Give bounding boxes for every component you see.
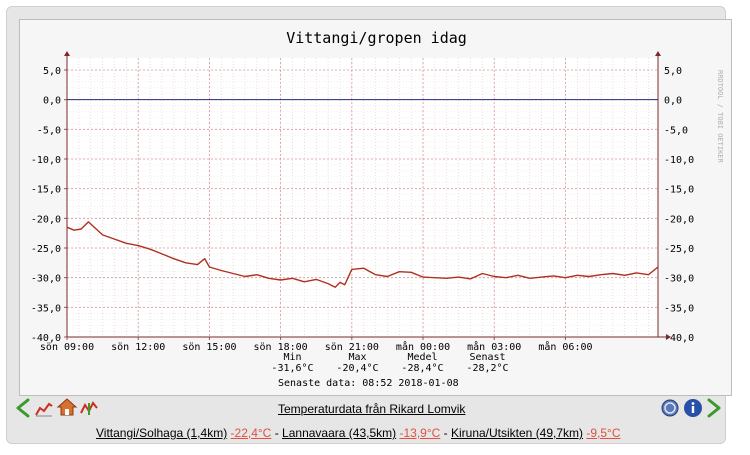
stat-value-last: -28,2°C (466, 363, 509, 374)
stat-value-min: -31,6°C (271, 363, 314, 374)
station-temp-kiruna[interactable]: -9,5°C (586, 426, 621, 440)
y-tick-label-left: -10,0 (31, 155, 61, 166)
y-tick-label-left: -20,0 (31, 214, 61, 225)
y-tick-label-left: -40,0 (31, 333, 61, 344)
info-icon[interactable] (683, 398, 703, 418)
x-tick-label: sön 15:00 (182, 342, 236, 353)
y-tick-label-left: -30,0 (31, 274, 61, 285)
x-tick-label: sön 12:00 (111, 342, 165, 353)
nearby-stations: Vittangi/Solhaga (1,4km) -22,4°C - Lanna… (96, 426, 621, 440)
rrdtool-credit: RRDTOOL / TOBI OETIKER (716, 70, 724, 163)
stats-block: Min Max Medel Senast -31,6°C -20,4°C -28… (260, 352, 520, 374)
y-axis-right-arrow (655, 51, 661, 56)
y-tick-label-right: -25,0 (664, 244, 694, 255)
station-temp-lannavaara[interactable]: -13,9°C (399, 426, 441, 440)
stats-headers: Min Max Medel Senast (260, 352, 520, 363)
x-tick-label: sön 18:00 (254, 342, 308, 353)
y-tick-label-right: 5,0 (664, 66, 682, 77)
y-tick-label-right: 0,0 (664, 96, 682, 107)
y-tick-label-left: 0,0 (43, 96, 61, 107)
station-link-kiruna[interactable]: Kiruna/Utsikten (49,7km) (450, 426, 584, 440)
x-tick-label: sön 09:00 (40, 342, 94, 353)
stat-header-min: Min (283, 352, 302, 363)
chart-title: Vittangi/gropen idag (286, 29, 467, 47)
home-icon[interactable] (56, 397, 78, 417)
y-tick-label-left: -25,0 (31, 244, 61, 255)
line-graph-icon[interactable] (34, 400, 54, 418)
plot-area (67, 58, 658, 337)
station-temp-solhaga[interactable]: -22,4°C (230, 426, 272, 440)
x-tick-label: mån 03:00 (467, 340, 521, 353)
x-tick-label: mån 00:00 (396, 340, 450, 353)
tree-icon[interactable] (79, 399, 99, 417)
y-tick-label-right: -15,0 (664, 185, 694, 196)
y-tick-label-left: -35,0 (31, 303, 61, 314)
stat-value-mean: -28,4°C (401, 363, 444, 374)
temperature-graph: 5,0 5,0 0,0 0,0 -5,0 -5,0 -10,0 -10,0 -15,0 -15,0… (19, 19, 732, 396)
y-axis-left-arrow (64, 51, 70, 56)
temperature-series-line (66, 221, 659, 288)
stats-values: -31,6°C -20,4°C -28,4°C -28,2°C (260, 363, 520, 374)
y-tick-label-right: -5,0 (664, 125, 688, 136)
x-axis-arrow (666, 334, 671, 340)
stat-header-max: Max (348, 352, 367, 363)
data-source-link[interactable]: Temperaturdata från Rikard Lomvik (278, 402, 466, 416)
widget-frame: 5,0 5,0 0,0 0,0 -5,0 -5,0 -10,0 -10,0 -15,0 -15,0… (6, 6, 732, 444)
x-tick-label: sön 21:00 (325, 342, 379, 353)
separator: - (443, 426, 451, 440)
y-tick-label-right: -20,0 (664, 214, 694, 225)
y-tick-label-right: -10,0 (664, 155, 694, 166)
y-tick-label-left: -15,0 (31, 185, 61, 196)
stat-header-last: Senast (469, 352, 506, 363)
station-link-solhaga[interactable]: Vittangi/Solhaga (1,4km) (96, 426, 228, 440)
y-tick-label-right: -40,0 (664, 333, 694, 344)
separator: - (274, 426, 283, 440)
station-link-lannavaara[interactable]: Lannavaara (43,5km) (282, 426, 397, 440)
chart-svg: 5,0 5,0 0,0 0,0 -5,0 -5,0 -10,0 -10,0 -15,0 -15,0… (31, 51, 694, 353)
last-data-text: Senaste data: 08:52 2018-01-08 (278, 378, 459, 389)
stat-value-max: -20,4°C (336, 363, 379, 374)
y-tick-label-left: 5,0 (43, 66, 61, 77)
y-tick-label-left: -5,0 (37, 125, 61, 136)
y-tick-label-right: -30,0 (664, 274, 694, 285)
help-icon[interactable] (661, 399, 679, 417)
x-tick-label: mån 06:00 (538, 340, 592, 353)
stat-header-mean: Medel (407, 352, 438, 363)
arrow-left-icon[interactable] (14, 398, 32, 418)
arrow-right-icon[interactable] (705, 398, 723, 418)
y-tick-label-right: -35,0 (664, 303, 694, 314)
